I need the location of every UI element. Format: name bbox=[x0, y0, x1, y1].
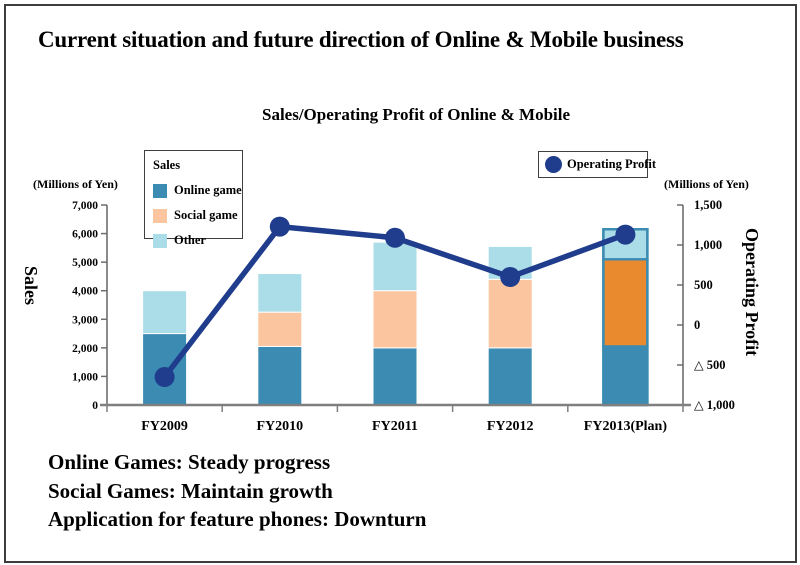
right-axis-tick-label: 1,500 bbox=[694, 198, 722, 212]
note-feature-phones: Application for feature phones: Downturn bbox=[48, 507, 427, 531]
right-axis-tick-label: △ 1,000 bbox=[694, 398, 735, 412]
operating-profit-point bbox=[615, 224, 636, 245]
right-axis-tick-label: 500 bbox=[694, 278, 713, 292]
left-axis-tick-label: 3,000 bbox=[72, 314, 98, 326]
chart-title: Sales/Operating Profit of Online & Mobil… bbox=[261, 105, 571, 124]
legend-item-social-game: Social game bbox=[153, 208, 242, 223]
legend-label-social-game: Social game bbox=[174, 208, 238, 222]
social-game-swatch bbox=[153, 208, 167, 223]
operating-profit-point bbox=[385, 227, 405, 248]
legend-operating-profit: Operating Profit bbox=[538, 151, 656, 178]
bar-segment-online-game bbox=[487, 347, 533, 406]
online-game-swatch bbox=[153, 183, 167, 198]
left-axis-tick-label: 0 bbox=[92, 400, 98, 412]
bar-segment-online-game bbox=[602, 345, 649, 407]
note-social-games: Social Games: Maintain growth bbox=[48, 478, 333, 503]
right-axis-title: Operating Profit bbox=[742, 228, 762, 357]
right-axis-tick-label: 0 bbox=[694, 318, 700, 332]
legend-label-other: Other bbox=[174, 233, 206, 247]
bar-segment-social-game bbox=[487, 278, 533, 349]
left-axis-unit: (Millions of Yen) bbox=[33, 177, 118, 191]
bar-segment-social-game bbox=[257, 311, 303, 347]
category-label: FY2012 bbox=[487, 419, 534, 434]
left-axis-tick-label: 2,000 bbox=[72, 343, 98, 355]
legend-item-other: Other bbox=[153, 233, 242, 248]
slide-title: Current situation and future direction o… bbox=[38, 27, 684, 52]
category-label: FY2011 bbox=[372, 419, 418, 434]
legend-label-operating-profit: Operating Profit bbox=[567, 157, 656, 171]
bar-segment-other bbox=[372, 241, 418, 292]
left-axis-tick-label: 6,000 bbox=[72, 229, 98, 241]
right-axis-tick-label: △ 500 bbox=[694, 358, 726, 372]
operating-profit-marker-icon bbox=[545, 156, 562, 173]
operating-profit-point bbox=[500, 267, 521, 287]
category-label: FY2010 bbox=[256, 419, 303, 434]
right-axis-unit: (Millions of Yen) bbox=[664, 177, 749, 191]
right-axis-tick-label: 1,000 bbox=[694, 238, 722, 252]
bar-segment-online-game bbox=[372, 347, 418, 406]
note-online-games: Online Games: Steady progress bbox=[48, 450, 331, 474]
left-axis-tick-label: 5,000 bbox=[72, 257, 98, 269]
legend-sales: Sales Online game Social game Other bbox=[144, 150, 243, 248]
legend-label-online-game: Online game bbox=[174, 183, 242, 197]
bar-segment-online-game bbox=[257, 345, 303, 406]
category-label: FY2009 bbox=[141, 419, 188, 434]
operating-profit-point bbox=[154, 367, 175, 387]
category-label: FY2013(Plan) bbox=[584, 419, 668, 434]
left-axis-title: Sales bbox=[21, 266, 41, 306]
bar-segment-social-game bbox=[372, 290, 418, 349]
left-axis-tick-label: 1,000 bbox=[72, 371, 98, 383]
left-axis-tick-label: 4,000 bbox=[72, 286, 98, 298]
legend-item-online-game: Online game bbox=[153, 183, 242, 198]
left-axis-tick-label: 7,000 bbox=[72, 200, 98, 212]
bar-segment-other bbox=[257, 273, 303, 313]
other-swatch bbox=[153, 233, 167, 248]
summary-notes: Online Games: Steady progress Social Gam… bbox=[48, 448, 426, 534]
bar-segment-other bbox=[142, 290, 188, 335]
legend-sales-title: Sales bbox=[153, 158, 181, 172]
bar-segment-social-game bbox=[602, 258, 649, 348]
operating-profit-point bbox=[269, 216, 290, 237]
